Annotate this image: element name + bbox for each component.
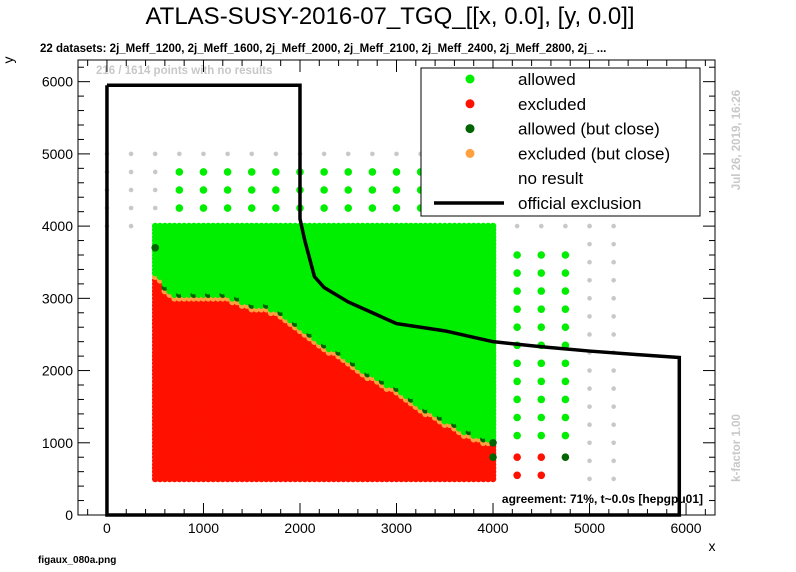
no-result-point [587,422,592,428]
allowed-point [166,222,173,230]
no-result-point [611,404,616,409]
no-result-point [587,277,592,283]
no-result-point [345,151,351,157]
no-result-point [587,368,592,373]
chart-subtitle: 22 datasets: 2j_Meff_1200, 2j_Meff_1600,… [40,43,606,55]
allowed-point [200,222,207,230]
allowed-point [156,222,164,230]
no-result-point [394,151,399,157]
no-result-point [587,458,592,464]
no-result-point [611,259,616,265]
no-result-point [611,386,616,391]
no-result-point [587,259,592,265]
no-result-point [563,223,568,229]
no-result-point [321,151,327,157]
no-result-point [611,476,616,482]
no-result-point [538,223,544,229]
no-result-point [611,332,616,337]
no-result-point [152,187,158,193]
no-result-point [514,223,520,229]
no-result-point [611,422,616,428]
no-result-point [611,223,616,229]
no-result-point [128,169,134,175]
allowed-point [214,222,222,230]
allowed-point [229,222,236,230]
no-result-point [611,314,616,319]
allowed-point [180,222,188,230]
no-result-point [611,296,616,301]
allowed-point [238,222,246,230]
no-result-point [587,386,592,391]
no-result-point [152,205,158,211]
no-result-point [128,187,134,193]
no-result-point [611,277,616,283]
no-result-point [611,458,616,464]
allowed-point [209,222,217,230]
no-result-point [611,368,616,373]
allowed-point [224,222,231,230]
no-result-point [128,151,134,157]
no-result-point [128,223,134,229]
no-result-point [201,151,206,157]
allowed-point [161,222,169,230]
no-result-point [273,151,279,157]
no-result-point [249,151,255,157]
no-result-point [587,241,592,247]
no-result-point [587,314,592,319]
allowed-point [190,222,198,230]
no-result-point [611,241,616,247]
no-result-point [611,440,616,446]
chart-title: ATLAS-SUSY-2016-07_TGQ_[[x, 0.0], [y, 0.… [145,3,634,30]
no-result-point [587,332,592,337]
no-result-point [587,440,592,446]
no-result-point [587,296,592,301]
allowed-point [151,222,159,230]
allowed-point [219,222,227,230]
allowed-point [195,222,202,230]
no-result-point [128,205,134,211]
dense-points [151,222,497,483]
allowed-point [171,222,178,230]
no-result-point [225,151,230,157]
no-result-point [587,404,592,409]
allowed-point [176,222,183,230]
allowed-point [233,222,241,230]
no-result-point [370,151,375,157]
no-result-point [587,476,592,482]
allowed-point [185,222,193,230]
no-result-point [152,151,158,157]
no-result-point [177,151,182,157]
no-result-point [152,169,158,175]
allowed-point [204,222,212,230]
no-result-point [587,223,592,229]
